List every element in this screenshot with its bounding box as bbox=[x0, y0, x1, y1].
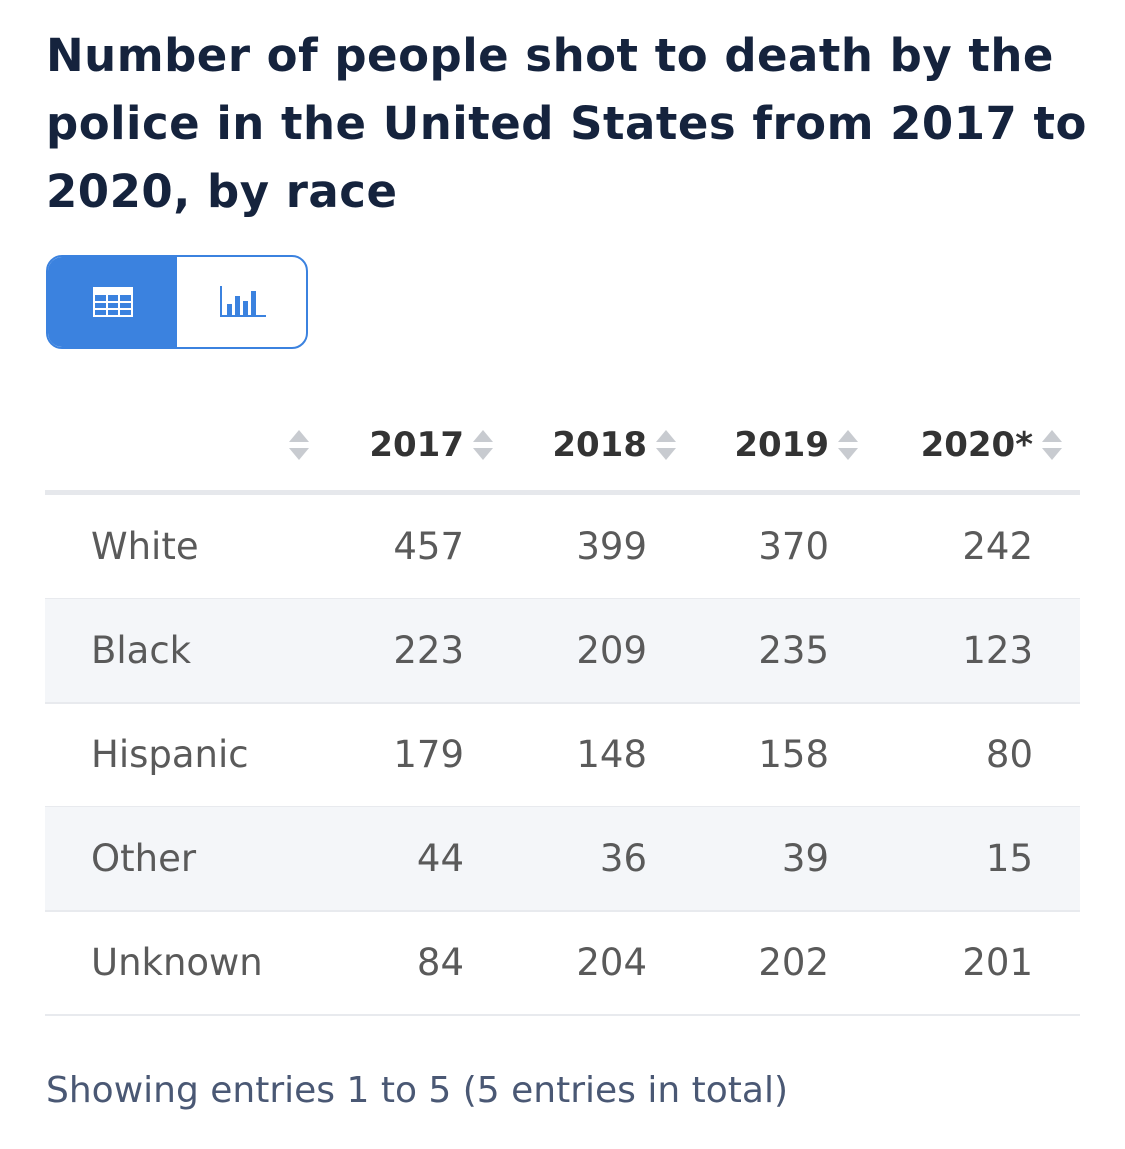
sort-icon[interactable] bbox=[288, 427, 310, 463]
column-header: 2018 bbox=[552, 425, 647, 465]
header-separator bbox=[45, 490, 1080, 495]
table-view-button[interactable] bbox=[48, 257, 177, 347]
column-header: 2019 bbox=[734, 425, 829, 465]
sort-icon[interactable] bbox=[837, 427, 859, 463]
cell-value: 399 bbox=[576, 525, 647, 568]
row-label: White bbox=[91, 525, 199, 568]
sort-icon[interactable] bbox=[1041, 427, 1063, 463]
table-row: Black 223 209 235 123 bbox=[45, 599, 1080, 704]
table-row: Unknown 84 204 202 201 bbox=[45, 911, 1080, 1016]
table-row: Other 44 36 39 15 bbox=[45, 807, 1080, 912]
sort-icon[interactable] bbox=[655, 427, 677, 463]
entries-info: Showing entries 1 to 5 (5 entries in tot… bbox=[46, 1070, 789, 1111]
cell-value: 370 bbox=[758, 525, 829, 568]
cell-value: 242 bbox=[962, 525, 1033, 568]
cell-value: 202 bbox=[758, 941, 829, 984]
cell-value: 179 bbox=[393, 733, 464, 776]
column-header: 2020* bbox=[920, 425, 1033, 465]
table-row: Hispanic 179 148 158 80 bbox=[45, 703, 1080, 808]
column-header: 2017 bbox=[369, 425, 464, 465]
cell-value: 39 bbox=[781, 837, 829, 880]
row-label: Other bbox=[91, 837, 197, 880]
view-toggle bbox=[46, 255, 308, 349]
row-label: Unknown bbox=[91, 941, 263, 984]
cell-value: 235 bbox=[758, 629, 829, 672]
cell-value: 204 bbox=[576, 941, 647, 984]
cell-value: 457 bbox=[393, 525, 464, 568]
table-icon bbox=[92, 287, 133, 317]
title: Number of people shot to death by the po… bbox=[46, 29, 1087, 218]
sort-icon[interactable] bbox=[472, 427, 494, 463]
cell-value: 80 bbox=[985, 733, 1033, 776]
cell-value: 36 bbox=[599, 837, 647, 880]
cell-value: 15 bbox=[985, 837, 1033, 880]
table-row: White 457 399 370 242 bbox=[45, 495, 1080, 600]
cell-value: 148 bbox=[576, 733, 647, 776]
chart-icon bbox=[219, 286, 266, 317]
cell-value: 158 bbox=[758, 733, 829, 776]
cell-value: 84 bbox=[416, 941, 464, 984]
cell-value: 209 bbox=[576, 629, 647, 672]
chart-view-button[interactable] bbox=[177, 257, 306, 347]
cell-value: 201 bbox=[962, 941, 1033, 984]
cell-value: 44 bbox=[416, 837, 464, 880]
cell-value: 123 bbox=[962, 629, 1033, 672]
row-label: Hispanic bbox=[91, 733, 249, 776]
cell-value: 223 bbox=[393, 629, 464, 672]
row-label: Black bbox=[91, 629, 192, 672]
